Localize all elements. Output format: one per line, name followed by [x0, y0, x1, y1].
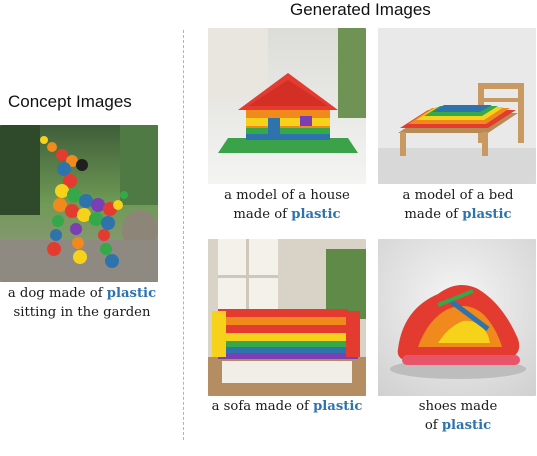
- concept-image-dog: [0, 125, 158, 282]
- concept-caption-text: a dog made of: [7, 286, 107, 301]
- house-caption-text: made of: [233, 207, 292, 222]
- generated-images-heading: Generated Images: [290, 0, 431, 19]
- concept-caption-line2: sitting in the garden: [13, 305, 151, 320]
- bed-caption-text: made of: [404, 207, 463, 222]
- bed-caption: a model of a bed made of plastic: [376, 186, 537, 224]
- house-caption-highlight: plastic: [291, 207, 341, 222]
- generated-image-house: [208, 28, 366, 184]
- shoe-caption-line1: shoes made: [418, 399, 498, 414]
- concept-caption-highlight: plastic: [106, 286, 157, 301]
- shoe-caption-text: of: [424, 418, 442, 433]
- house-caption-line1: a model of a house: [224, 188, 350, 203]
- shoe-caption: shoes made of plastic: [376, 397, 537, 435]
- generated-image-bed: [378, 28, 536, 184]
- sofa-caption-text: a sofa made of: [211, 399, 314, 414]
- house-caption: a model of a house made of plastic: [204, 186, 370, 224]
- bed-caption-line1: a model of a bed: [402, 188, 514, 203]
- generated-image-shoe: [378, 239, 536, 396]
- shoe-caption-highlight: plastic: [441, 418, 492, 433]
- bed-caption-highlight: plastic: [462, 207, 512, 222]
- generated-image-sofa: [208, 239, 366, 396]
- concept-images-heading: Concept Images: [8, 92, 132, 111]
- sofa-caption-highlight: plastic: [313, 399, 363, 414]
- section-divider: [183, 30, 184, 440]
- sofa-caption: a sofa made of plastic: [198, 397, 376, 416]
- concept-caption: a dog made of plastic sitting in the gar…: [0, 284, 164, 322]
